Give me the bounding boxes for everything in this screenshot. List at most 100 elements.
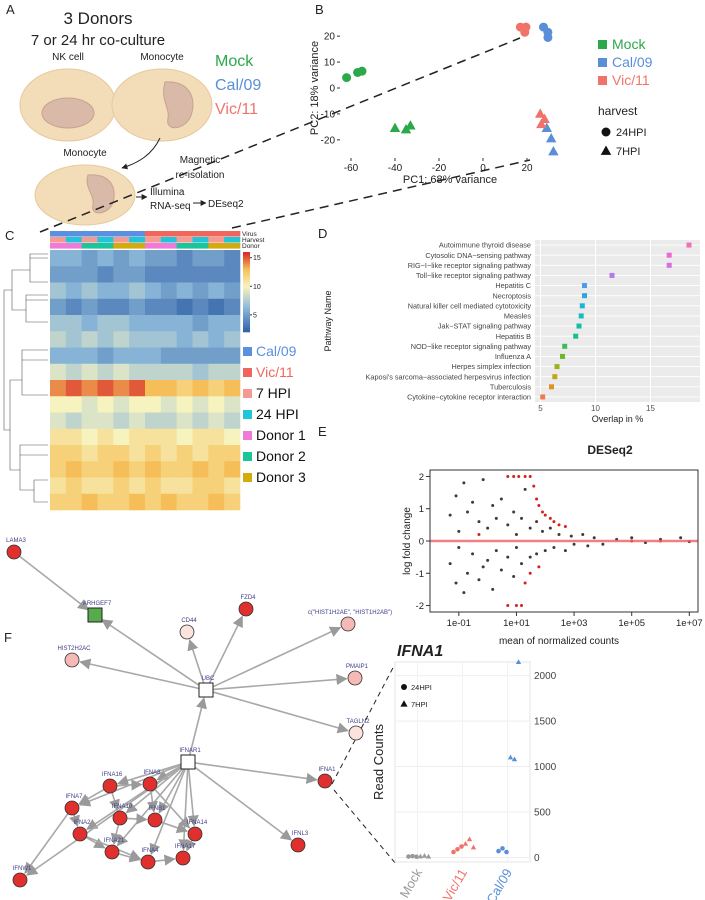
heatmap-cell [65, 412, 82, 430]
legend-swatch [243, 347, 252, 356]
legend-label: 7HPI [411, 700, 428, 709]
arrow [121, 137, 161, 170]
panel-label: E [318, 424, 327, 439]
panel-label: A [6, 2, 15, 17]
edge [193, 765, 293, 841]
point [462, 481, 466, 485]
point [520, 562, 524, 566]
point [532, 484, 536, 488]
annotation-cell [145, 243, 162, 249]
annotation-cell [224, 243, 241, 249]
heatmap-cell [160, 298, 177, 316]
heatmap-cell [224, 282, 241, 300]
legend-swatch [598, 76, 607, 85]
heatmap-cell [176, 363, 193, 381]
heatmap-cell [208, 250, 225, 267]
annotation-cell [192, 237, 209, 243]
heatmap-cell [113, 298, 130, 316]
node-label: IFNB1 [148, 806, 166, 812]
point [417, 853, 424, 859]
y-tick-label: Autoimmune thyroid disease [439, 241, 531, 250]
annotation-cell [192, 231, 209, 237]
node-label: IFNW1 [13, 866, 32, 872]
heatmap-cell [129, 363, 146, 381]
point [569, 534, 573, 538]
node-label: IFNA16 [102, 772, 123, 778]
y-tick-label: Necroptosis [492, 291, 531, 300]
point [410, 853, 415, 859]
edge [149, 768, 187, 856]
legend-swatch [598, 40, 607, 49]
zoom-line [39, 37, 521, 233]
heatmap-cell [129, 331, 146, 348]
point [389, 122, 401, 133]
step: DEseq2 [208, 199, 244, 210]
edge [110, 824, 122, 845]
legend-label: Vic/11 [612, 72, 650, 88]
heatmap-cell [81, 493, 98, 511]
point [506, 474, 510, 478]
heatmap-cell [50, 266, 67, 283]
annotation-cell [81, 237, 98, 243]
heatmap-cell [97, 380, 114, 397]
heatmap-cell [224, 363, 241, 381]
y-tick-label: RIG−I−like receptor signaling pathway [408, 261, 532, 270]
x-tick-label: 1e+07 [676, 618, 703, 629]
point [543, 32, 553, 42]
colorbar-step [243, 272, 250, 275]
point [507, 754, 514, 760]
heatmap-cell [192, 298, 209, 316]
heatmap-cell [176, 347, 193, 365]
x-tick-label: 20 [521, 163, 533, 174]
annotation-cell [97, 243, 114, 249]
colorbar-step [243, 266, 250, 269]
heatmap-cell [65, 298, 82, 316]
y-tick-label: -1 [416, 569, 424, 580]
legend-label: Donor 2 [256, 448, 306, 464]
heatmap-cell [65, 282, 82, 300]
annotation-cell [160, 243, 177, 249]
colorbar-step [243, 280, 250, 283]
node [104, 844, 120, 860]
heatmap-cell [192, 396, 209, 413]
heatmap-cell [97, 315, 114, 332]
legend-marker [601, 127, 611, 137]
colorbar-step [243, 260, 250, 263]
heatmap-cell [208, 428, 225, 446]
point [486, 558, 490, 562]
annotation-cell [224, 231, 241, 237]
point [540, 529, 544, 533]
heatmap-cell [176, 396, 193, 413]
point [552, 520, 556, 524]
heatmap-cell [81, 266, 98, 283]
heatmap-cell [145, 493, 162, 511]
y-tick-label: 2000 [534, 671, 557, 682]
heatmap-cell [113, 445, 130, 462]
heatmap-cell [50, 380, 67, 397]
heatmap-cell [81, 331, 98, 348]
edge [187, 768, 199, 827]
colorbar-label: 10 [253, 284, 261, 291]
point [514, 545, 518, 549]
heatmap-cell [208, 477, 225, 495]
heatmap-cell [192, 445, 209, 462]
legend-marker [401, 684, 407, 690]
annotation-cell [129, 231, 146, 237]
heatmap-cell [208, 396, 225, 413]
y-tick-label: Measles [504, 312, 532, 321]
legend-label: 24HPI [616, 127, 647, 139]
colorbar-step [243, 264, 250, 267]
point [500, 846, 505, 851]
heatmap-cell [97, 363, 114, 381]
annotation-cell [81, 231, 98, 237]
y-tick-label: 10 [324, 58, 336, 69]
node-label: UBC [202, 676, 215, 682]
heatmap-cell [65, 461, 82, 478]
heatmap-cell [224, 331, 241, 348]
colorbar-step [243, 300, 250, 303]
edge [85, 836, 106, 849]
heatmap-cell [176, 250, 193, 267]
node [112, 810, 128, 826]
heatmap-cell [160, 380, 177, 397]
point [528, 474, 532, 478]
